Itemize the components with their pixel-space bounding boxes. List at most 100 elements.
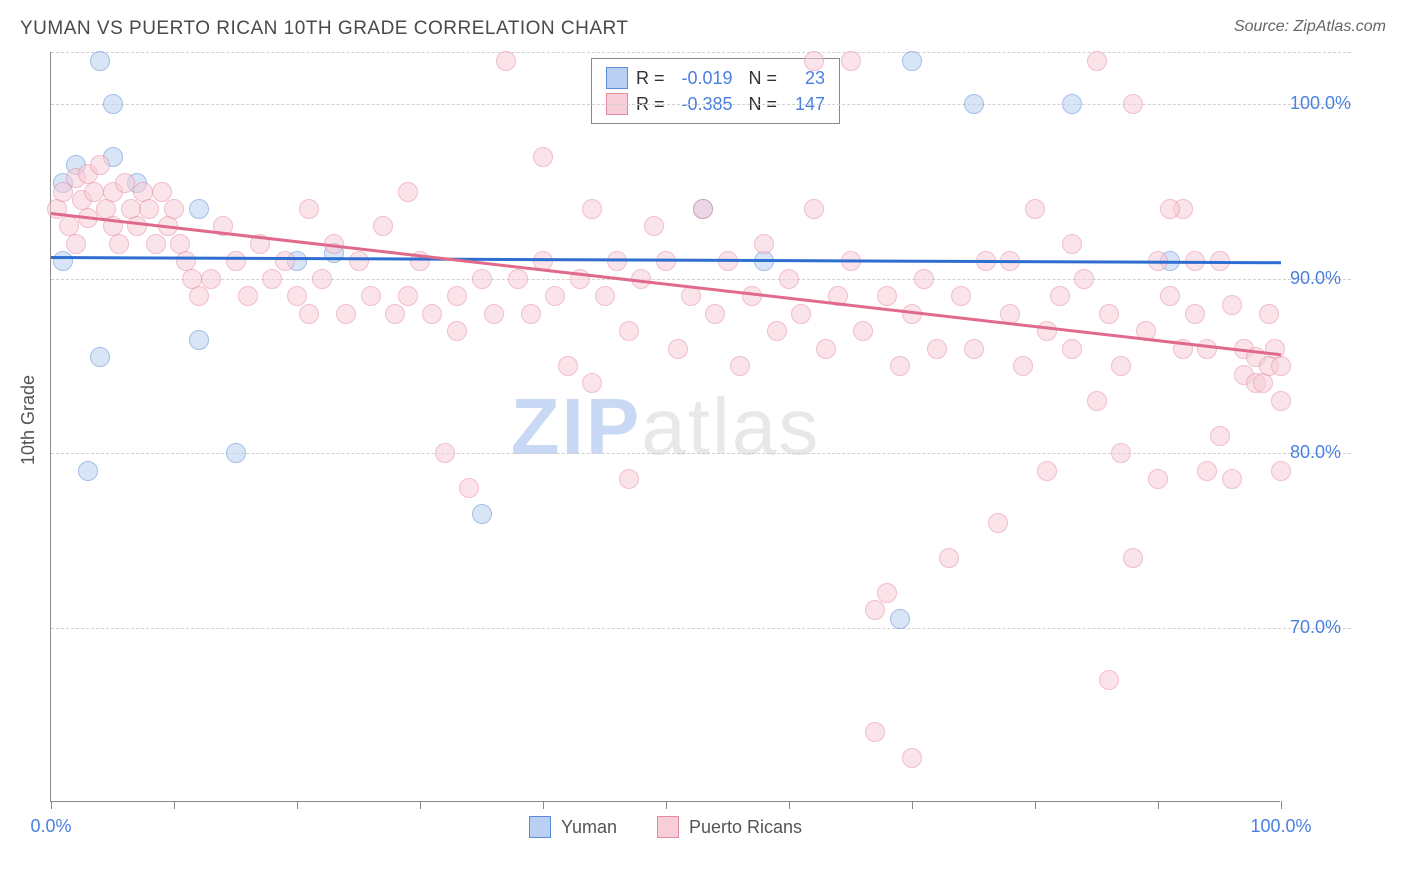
data-point bbox=[238, 286, 258, 306]
data-point bbox=[287, 286, 307, 306]
data-point bbox=[459, 478, 479, 498]
series-legend-label: Puerto Ricans bbox=[689, 817, 802, 838]
data-point bbox=[1123, 548, 1143, 568]
data-point bbox=[1087, 51, 1107, 71]
chart-title: YUMAN VS PUERTO RICAN 10TH GRADE CORRELA… bbox=[20, 18, 628, 39]
data-point bbox=[1253, 373, 1273, 393]
x-tick bbox=[789, 801, 790, 809]
stats-legend: R =-0.019N =23R =-0.385N =147 bbox=[591, 58, 840, 124]
data-point bbox=[582, 199, 602, 219]
x-tick bbox=[174, 801, 175, 809]
grid-line bbox=[51, 104, 1351, 105]
data-point bbox=[78, 461, 98, 481]
data-point bbox=[312, 269, 332, 289]
legend-swatch bbox=[529, 816, 551, 838]
x-tick bbox=[1035, 801, 1036, 809]
x-tick bbox=[1158, 801, 1159, 809]
data-point bbox=[1148, 469, 1168, 489]
data-point bbox=[361, 286, 381, 306]
data-point bbox=[189, 199, 209, 219]
trend-line bbox=[51, 212, 1281, 356]
data-point bbox=[1074, 269, 1094, 289]
data-point bbox=[927, 339, 947, 359]
data-point bbox=[1210, 426, 1230, 446]
data-point bbox=[435, 443, 455, 463]
data-point bbox=[84, 182, 104, 202]
data-point bbox=[865, 600, 885, 620]
x-tick bbox=[912, 801, 913, 809]
data-point bbox=[644, 216, 664, 236]
data-point bbox=[226, 443, 246, 463]
data-point bbox=[1222, 469, 1242, 489]
r-value: -0.019 bbox=[673, 68, 733, 89]
data-point bbox=[693, 199, 713, 219]
data-point bbox=[902, 748, 922, 768]
data-point bbox=[1222, 295, 1242, 315]
data-point bbox=[877, 286, 897, 306]
legend-swatch bbox=[657, 816, 679, 838]
stats-legend-row: R =-0.019N =23 bbox=[606, 65, 825, 91]
y-tick-label: 80.0% bbox=[1290, 442, 1390, 463]
r-label: R = bbox=[636, 68, 665, 89]
data-point bbox=[1099, 670, 1119, 690]
data-point bbox=[1185, 304, 1205, 324]
x-tick bbox=[543, 801, 544, 809]
y-axis-title: 10th Grade bbox=[18, 375, 39, 465]
data-point bbox=[508, 269, 528, 289]
data-point bbox=[299, 199, 319, 219]
data-point bbox=[1111, 443, 1131, 463]
y-tick-label: 70.0% bbox=[1290, 617, 1390, 638]
data-point bbox=[619, 469, 639, 489]
data-point bbox=[349, 251, 369, 271]
series-legend-label: Yuman bbox=[561, 817, 617, 838]
watermark: ZIPatlas bbox=[511, 381, 820, 473]
data-point bbox=[336, 304, 356, 324]
data-point bbox=[189, 330, 209, 350]
data-point bbox=[385, 304, 405, 324]
data-point bbox=[447, 321, 467, 341]
data-point bbox=[1050, 286, 1070, 306]
data-point bbox=[816, 339, 836, 359]
data-point bbox=[558, 356, 578, 376]
data-point bbox=[1271, 391, 1291, 411]
data-point bbox=[582, 373, 602, 393]
data-point bbox=[841, 51, 861, 71]
x-tick bbox=[51, 801, 52, 809]
data-point bbox=[1111, 356, 1131, 376]
data-point bbox=[521, 304, 541, 324]
data-point bbox=[90, 155, 110, 175]
data-point bbox=[914, 269, 934, 289]
data-point bbox=[1259, 304, 1279, 324]
data-point bbox=[109, 234, 129, 254]
data-point bbox=[545, 286, 565, 306]
data-point bbox=[1099, 304, 1119, 324]
data-point bbox=[779, 269, 799, 289]
n-value: 23 bbox=[785, 68, 825, 89]
data-point bbox=[767, 321, 787, 341]
data-point bbox=[939, 548, 959, 568]
data-point bbox=[164, 199, 184, 219]
data-point bbox=[447, 286, 467, 306]
plot-area: ZIPatlas R =-0.019N =23R =-0.385N =147 Y… bbox=[50, 52, 1280, 802]
data-point bbox=[90, 347, 110, 367]
data-point bbox=[422, 304, 442, 324]
data-point bbox=[619, 321, 639, 341]
data-point bbox=[988, 513, 1008, 533]
data-point bbox=[66, 234, 86, 254]
data-point bbox=[1087, 391, 1107, 411]
data-point bbox=[595, 286, 615, 306]
data-point bbox=[964, 339, 984, 359]
data-point bbox=[262, 269, 282, 289]
data-point bbox=[398, 182, 418, 202]
x-tick bbox=[420, 801, 421, 809]
data-point bbox=[1271, 356, 1291, 376]
x-tick bbox=[1281, 801, 1282, 809]
data-point bbox=[201, 269, 221, 289]
series-legend-item: Puerto Ricans bbox=[657, 816, 802, 838]
data-point bbox=[496, 51, 516, 71]
x-tick-label: 0.0% bbox=[30, 816, 71, 837]
data-point bbox=[730, 356, 750, 376]
data-point bbox=[484, 304, 504, 324]
data-point bbox=[804, 199, 824, 219]
grid-line bbox=[51, 453, 1351, 454]
